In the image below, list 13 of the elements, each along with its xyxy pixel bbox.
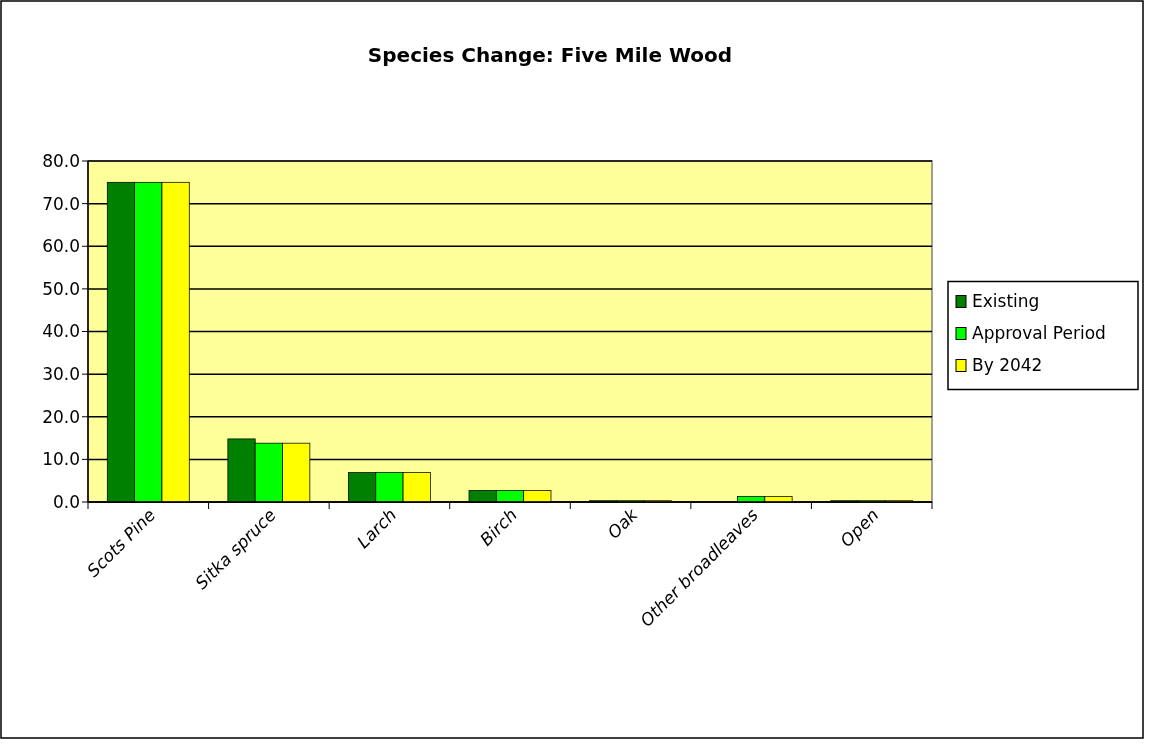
y-tick-label: 80.0 [42, 150, 80, 171]
chart-title: Species Change: Five Mile Wood [367, 43, 733, 67]
legend-label: By 2042 [972, 355, 1043, 376]
y-tick-label: 70.0 [42, 193, 80, 214]
y-tick-label: 60.0 [42, 236, 80, 257]
y-tick-label: 0.0 [52, 491, 80, 512]
y-tick-label: 50.0 [42, 278, 80, 299]
y-tick-label: 10.0 [42, 449, 80, 470]
legend-label: Existing [972, 291, 1040, 312]
y-tick-label: 30.0 [42, 364, 80, 385]
y-tick-label: 20.0 [42, 406, 80, 427]
y-tick-label: 40.0 [42, 321, 80, 342]
legend-label: Approval Period [972, 323, 1106, 344]
